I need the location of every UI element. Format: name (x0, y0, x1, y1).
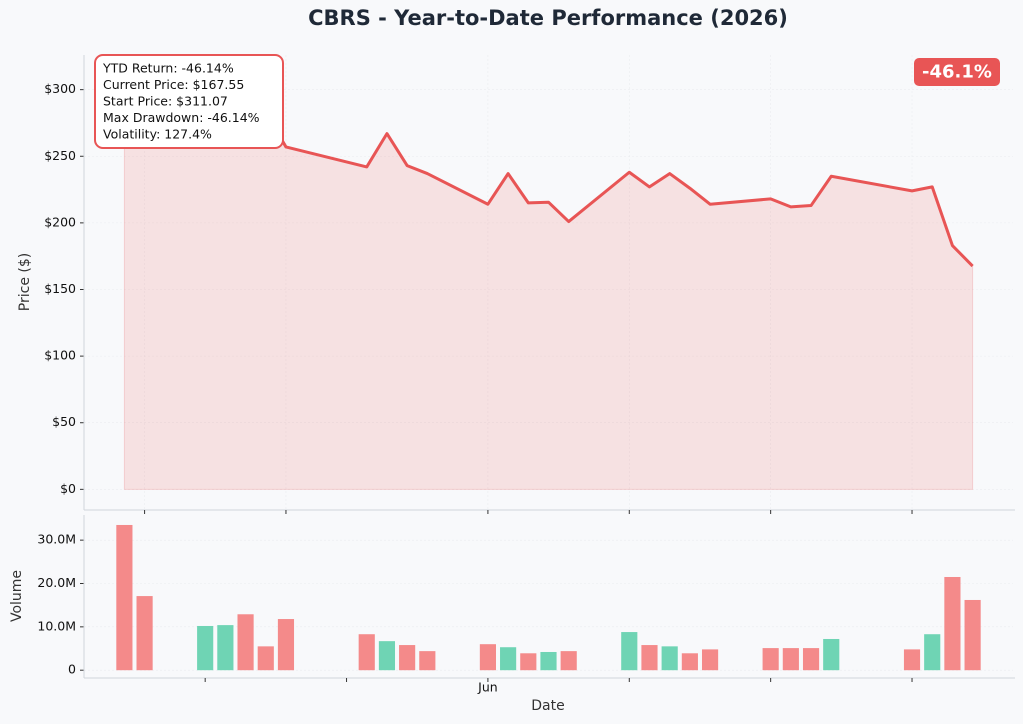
volume-bar (217, 625, 234, 671)
y-tick-label: $50 (52, 414, 76, 429)
x-axis-label: Date (531, 698, 564, 714)
volume-bar (116, 524, 133, 671)
volume-bar (944, 576, 961, 671)
stats-line: Max Drawdown: -46.14% (103, 110, 260, 125)
y-tick-label: $300 (44, 81, 76, 96)
volume-bar (701, 649, 719, 671)
y-axis-label: Price ($) (17, 253, 33, 311)
y-tick-label: $100 (44, 348, 76, 363)
volume-bar (479, 644, 496, 671)
stats-box: YTD Return: -46.14%Current Price: $167.5… (94, 54, 284, 149)
volume-bar (964, 599, 981, 671)
stats-line: Start Price: $311.07 (103, 94, 228, 109)
volume-bar (802, 648, 820, 671)
stats-line: Volatility: 127.4% (103, 127, 212, 142)
volume-bar (924, 634, 941, 671)
volume-bar (237, 614, 254, 671)
y-tick-label: 0 (68, 662, 76, 677)
stats-line: Current Price: $167.55 (103, 77, 244, 92)
volume-bar (661, 646, 678, 671)
volume-bar (762, 648, 779, 671)
stats-box-frame (94, 54, 284, 149)
volume-bar (560, 651, 577, 671)
y-tick-label: $200 (44, 214, 76, 229)
volume-bar (500, 647, 517, 671)
volume-bar (520, 653, 537, 671)
stats-line: YTD Return: -46.14% (102, 61, 234, 76)
volume-bar (823, 638, 840, 671)
badge: -46.1% (922, 62, 992, 83)
volume-bar (399, 645, 416, 671)
volume-bar (378, 641, 396, 671)
y-tick-label: $0 (60, 481, 76, 496)
badge-bg (914, 58, 1000, 86)
volume-bar (782, 648, 799, 671)
volume-bar (197, 625, 214, 671)
y-tick-label: 20.0M (37, 575, 76, 590)
x-tick-label: Jun (477, 680, 498, 695)
y-tick-label: $250 (44, 148, 76, 163)
y-tick-label: 30.0M (37, 532, 76, 547)
volume-bar (621, 632, 638, 671)
y-tick-label: $150 (44, 281, 76, 296)
volume-bar (257, 646, 274, 671)
volume-bar (358, 634, 375, 671)
volume-bar (540, 651, 557, 671)
y-tick-label: 10.0M (37, 618, 76, 633)
y-axis-label: Volume (9, 570, 25, 622)
volume-bar (419, 651, 436, 671)
chart-title: CBRS - Year-to-Date Performance (2026) (308, 6, 788, 30)
volume-bar (681, 653, 698, 671)
volume-bar (136, 596, 153, 671)
volume-bar (903, 649, 921, 671)
volume-bar (277, 619, 295, 671)
volume-bar (641, 645, 658, 671)
